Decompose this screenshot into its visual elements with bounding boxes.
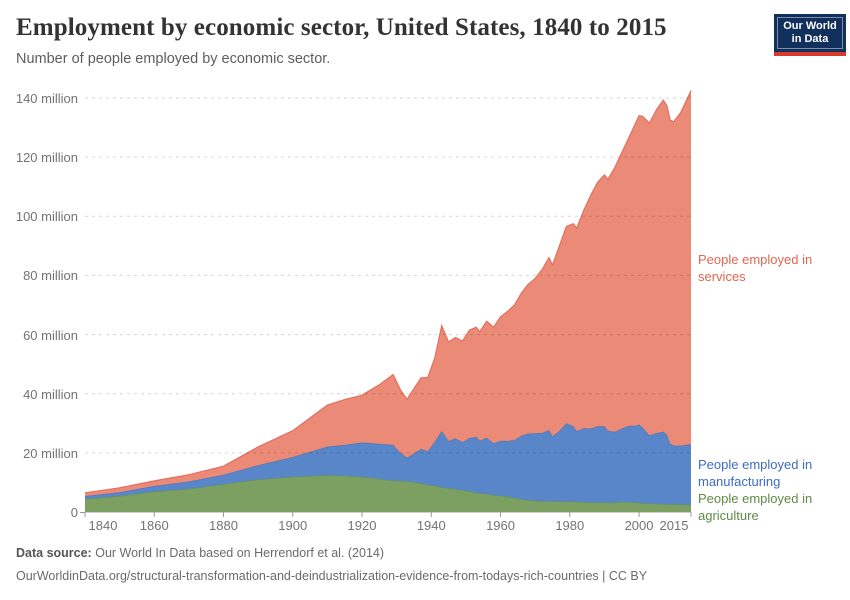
legend-label-agriculture: People employed in agriculture xyxy=(698,491,813,523)
x-axis-tick-label: 2015 xyxy=(659,518,689,533)
x-axis-tick-label: 1900 xyxy=(278,518,308,533)
owid-logo-text-line2: in Data xyxy=(791,33,829,45)
data-source-line: Data source: Our World In Data based on … xyxy=(16,546,384,560)
y-axis-tick-label: 100 million xyxy=(15,209,78,225)
owid-logo-frame: Our World in Data xyxy=(777,17,843,49)
x-axis-tick-label: 1920 xyxy=(347,518,377,533)
y-axis-tick-label: 40 million xyxy=(23,386,78,402)
y-axis-tick-label: 80 million xyxy=(23,268,78,284)
x-axis-tick-label: 1880 xyxy=(209,518,238,533)
y-axis-tick-label: 60 million xyxy=(23,327,78,343)
area-manufacturing xyxy=(85,423,691,505)
area-edge-services xyxy=(84,90,692,494)
x-axis-tick-label: 1960 xyxy=(486,518,515,533)
y-axis-tick-label: 20 million xyxy=(23,445,78,461)
x-axis-tick-label: 1860 xyxy=(139,518,169,533)
chart-subtitle: Number of people employed by economic se… xyxy=(16,51,331,67)
legend-label-manufacturing: People employed in manufacturing xyxy=(698,457,813,489)
x-axis-tick-label: 2000 xyxy=(624,518,654,533)
y-axis-tick-label: 0 xyxy=(70,505,78,520)
x-axis-tick-label: 1840 xyxy=(88,518,118,533)
area-agriculture xyxy=(85,475,691,512)
y-axis-tick-label: 120 million xyxy=(15,150,78,166)
x-axis-tick-label: 1980 xyxy=(555,518,585,533)
x-axis-tick-label: 1940 xyxy=(416,518,446,533)
page-title: Employment by economic sector, United St… xyxy=(16,14,667,41)
owid-logo-text-line1: Our World xyxy=(783,20,837,32)
y-axis-tick-label: 140 million xyxy=(15,91,78,106)
data-source-text: Our World In Data based on Herrendorf et… xyxy=(95,546,385,560)
data-source-label: Data source: xyxy=(16,546,92,560)
area-services xyxy=(85,90,691,496)
footer-url[interactable]: OurWorldinData.org/structural-transforma… xyxy=(16,569,648,583)
owid-logo[interactable]: Our World in Data xyxy=(774,14,846,56)
legend-label-services: People employed in services xyxy=(698,252,813,284)
